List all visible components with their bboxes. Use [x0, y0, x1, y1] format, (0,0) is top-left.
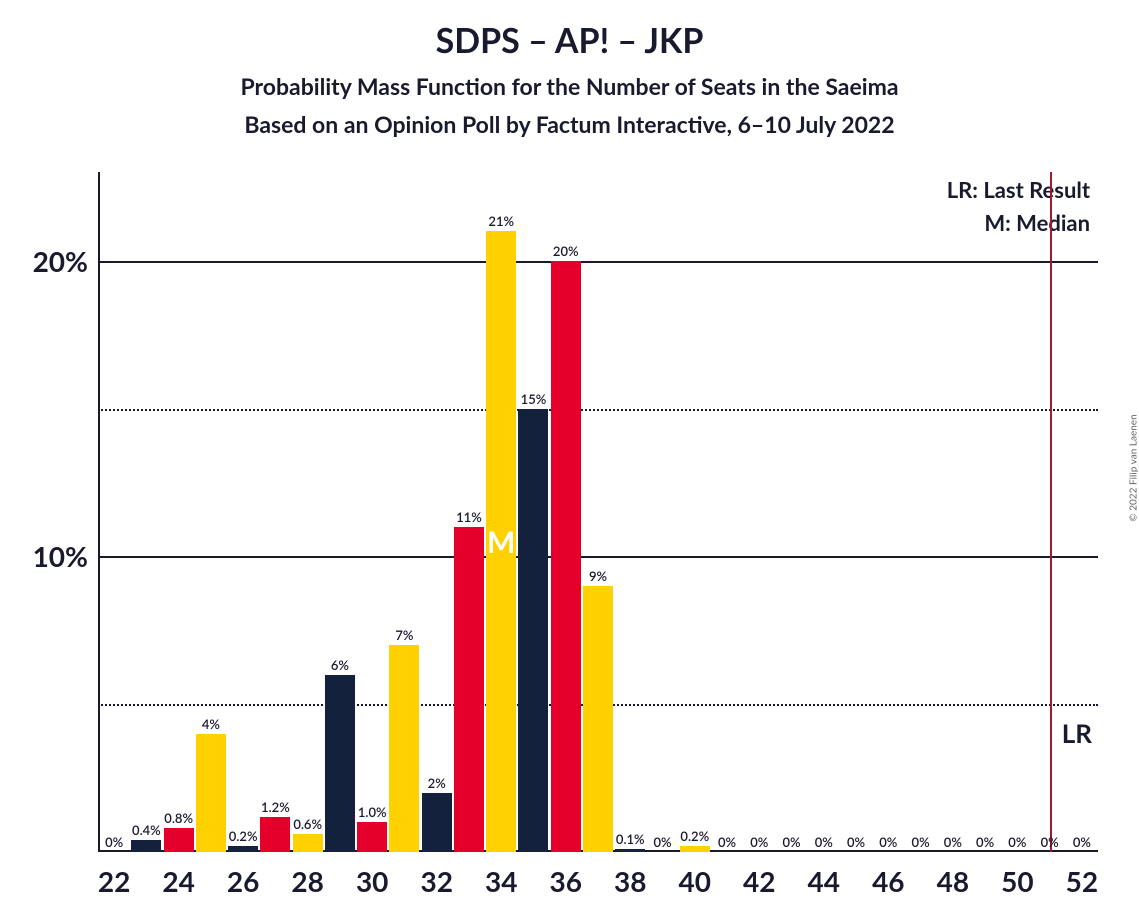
bar-label: 0% — [105, 834, 123, 852]
bar-label: 7% — [395, 627, 413, 645]
bar-label: 0.2% — [229, 828, 258, 846]
bar: 20% — [551, 261, 581, 852]
chart-subtitle-1: Probability Mass Function for the Number… — [0, 72, 1139, 100]
bar-label: 0.2% — [680, 828, 709, 846]
x-tick-label: 50 — [1001, 852, 1033, 898]
bar-label: 4% — [202, 716, 220, 734]
bar: 0.8% — [164, 828, 194, 852]
bar: 0.1% — [615, 849, 645, 852]
legend-m: M: Median — [947, 209, 1090, 236]
x-tick-label: 48 — [937, 852, 969, 898]
bar: 1.0% — [357, 822, 387, 852]
bar: 6% — [325, 675, 355, 852]
x-tick-label: 32 — [420, 852, 452, 898]
bar: 1.2% — [260, 817, 290, 852]
bar-label: 9% — [589, 568, 607, 586]
bar: 0.4% — [131, 840, 161, 852]
x-tick-label: 52 — [1066, 852, 1098, 898]
bar-label: 20% — [553, 243, 579, 261]
bar-label: 0% — [653, 834, 671, 852]
bar-label: 0% — [912, 834, 930, 852]
gridline-major — [98, 556, 1098, 558]
x-tick-label: 44 — [808, 852, 840, 898]
bar-label: 0% — [976, 834, 994, 852]
bar-label: 0% — [1041, 834, 1059, 852]
bar-label: 0% — [879, 834, 897, 852]
x-tick-label: 40 — [679, 852, 711, 898]
bar: 0.6% — [293, 834, 323, 852]
plot-area: LR: Last Result M: Median 10%20%22242628… — [98, 172, 1098, 852]
bar-label: 11% — [456, 509, 482, 527]
x-tick-label: 22 — [98, 852, 130, 898]
x-tick-label: 24 — [162, 852, 194, 898]
bar-label: 0.4% — [132, 822, 161, 840]
legend-lr: LR: Last Result — [947, 176, 1090, 203]
x-tick-label: 46 — [872, 852, 904, 898]
x-tick-label: 26 — [227, 852, 259, 898]
lr-line — [1050, 172, 1052, 852]
legend: LR: Last Result M: Median — [947, 176, 1090, 236]
y-axis — [98, 172, 100, 852]
bar-label: 1.0% — [358, 804, 387, 822]
bar-label: 15% — [521, 391, 547, 409]
chart-title: SDPS – AP! – JKP — [0, 20, 1139, 61]
gridline-major — [98, 261, 1098, 263]
bar-label: 0.1% — [616, 831, 645, 849]
bar-label: 0% — [718, 834, 736, 852]
bar-label: 0% — [750, 834, 768, 852]
median-marker: M — [487, 524, 515, 560]
x-tick-label: 30 — [356, 852, 388, 898]
bar: 15% — [518, 409, 548, 852]
bar-label: 0% — [815, 834, 833, 852]
x-tick-label: 38 — [614, 852, 646, 898]
bar-label: 0.8% — [164, 810, 193, 828]
bar-label: 0.6% — [293, 816, 322, 834]
bar-label: 0% — [783, 834, 801, 852]
bar-label: 21% — [488, 213, 514, 231]
gridline-minor — [98, 409, 1098, 411]
chart-subtitle-2: Based on an Opinion Poll by Factum Inter… — [0, 110, 1139, 138]
chart-container: SDPS – AP! – JKP Probability Mass Functi… — [0, 0, 1139, 924]
x-tick-label: 36 — [549, 852, 581, 898]
bar-label: 2% — [428, 775, 446, 793]
x-tick-label: 28 — [291, 852, 323, 898]
y-tick-label: 10% — [33, 539, 98, 573]
lr-label: LR — [1062, 717, 1092, 749]
bar: 11% — [454, 527, 484, 852]
bar-label: 1.2% — [261, 799, 290, 817]
x-tick-label: 42 — [743, 852, 775, 898]
y-tick-label: 20% — [33, 244, 98, 278]
bar: 4% — [196, 734, 226, 852]
bar: 9% — [583, 586, 613, 852]
copyright-text: © 2022 Filip van Laenen — [1127, 414, 1139, 521]
bar-label: 0% — [944, 834, 962, 852]
bar-label: 6% — [331, 657, 349, 675]
bar: 2% — [422, 793, 452, 852]
bar-label: 0% — [1073, 834, 1091, 852]
bar-label: 0% — [847, 834, 865, 852]
bar: 0.2% — [680, 846, 710, 852]
bar-label: 0% — [1008, 834, 1026, 852]
bar: 7% — [389, 645, 419, 852]
bar: 0.2% — [228, 846, 258, 852]
x-tick-label: 34 — [485, 852, 517, 898]
